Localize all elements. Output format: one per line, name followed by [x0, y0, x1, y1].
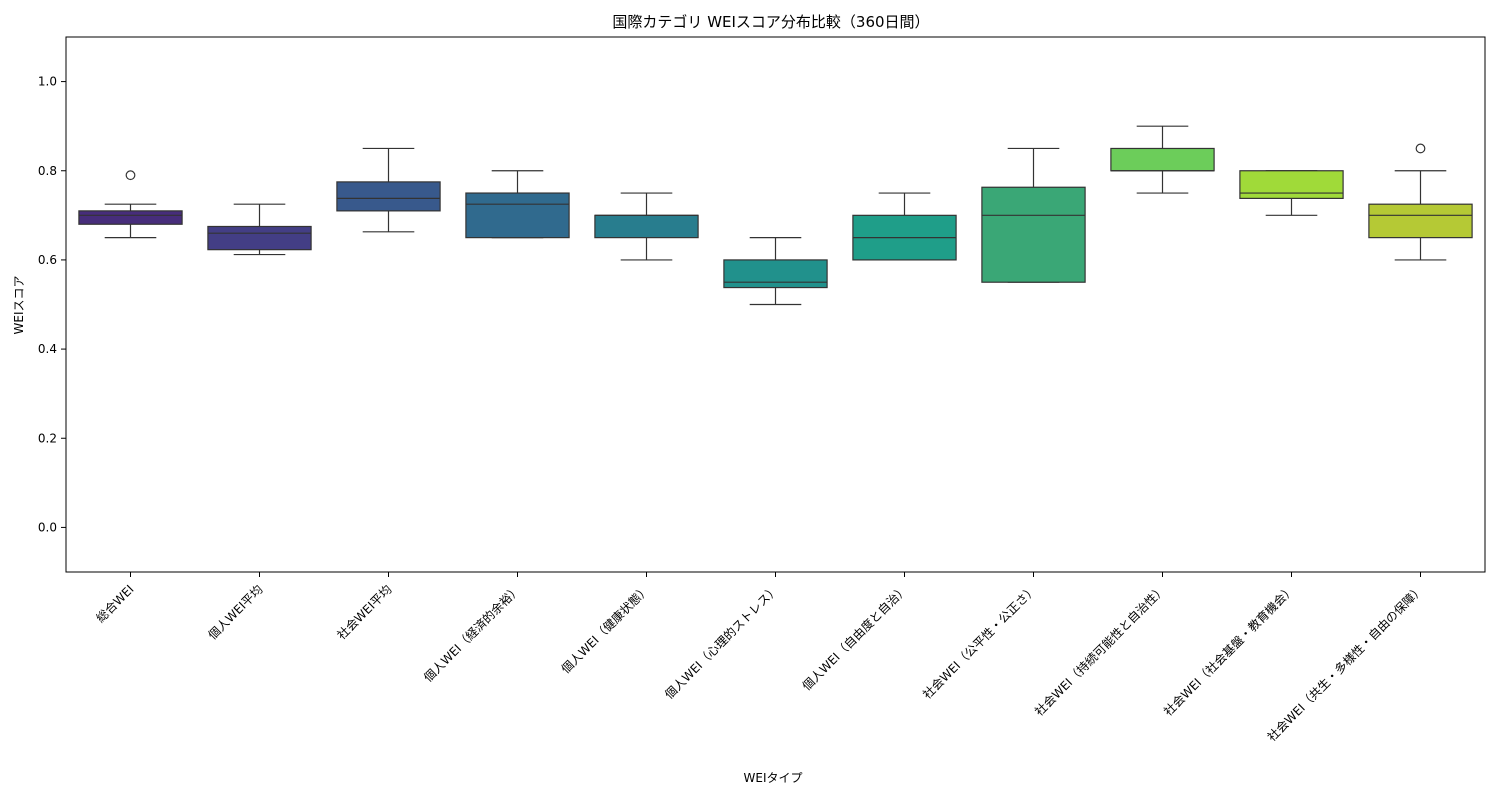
- x-tick-label: 社会WEI（公平性・公正さ）: [919, 582, 1039, 702]
- x-tick-label: 社会WEI（共生・多様性・自由の保障）: [1264, 582, 1427, 745]
- box-iqr: [723, 259, 828, 289]
- outlier-point: [1415, 143, 1426, 154]
- chart-title: 国際カテゴリ WEIスコア分布比較（360日間）: [612, 13, 929, 31]
- y-tick-label: 0.0: [38, 520, 57, 534]
- box-iqr: [1110, 147, 1215, 172]
- y-tick-label: 0.4: [38, 342, 57, 356]
- box-iqr: [78, 210, 183, 225]
- y-tick-label: 0.2: [38, 431, 57, 445]
- box-iqr: [336, 181, 441, 212]
- box-iqr: [1239, 170, 1344, 199]
- y-tick-label: 0.6: [38, 253, 57, 267]
- x-tick-label: 個人WEI（健康状態）: [558, 582, 653, 677]
- y-axis-label: WEIスコア: [12, 276, 26, 335]
- box-iqr: [594, 214, 699, 239]
- outlier-point: [125, 170, 136, 181]
- x-axis-label: WEIタイプ: [744, 771, 803, 785]
- box-iqr: [1368, 203, 1473, 239]
- x-tick-label: 個人WEI（自由度と自治）: [799, 582, 911, 694]
- y-tick-label: 0.8: [38, 164, 57, 178]
- x-tick-label: 総合WEI: [93, 582, 137, 626]
- y-tick-label: 1.0: [38, 75, 57, 89]
- box-iqr: [465, 192, 570, 239]
- x-tick-label: 社会WEI（持続可能性と自治性）: [1031, 582, 1168, 719]
- plot-frame: [65, 36, 1486, 573]
- x-tick-label: 個人WEI（経済的余裕）: [420, 582, 523, 685]
- box-iqr: [207, 225, 312, 251]
- box-iqr: [981, 186, 1086, 283]
- x-tick-label: 社会WEI（社会基盤・教育機会）: [1160, 582, 1297, 719]
- x-tick-label: 社会WEI平均: [334, 582, 395, 643]
- x-tick-label: 個人WEI（心理的ストレス）: [661, 582, 781, 702]
- x-tick-label: 個人WEI平均: [206, 582, 266, 642]
